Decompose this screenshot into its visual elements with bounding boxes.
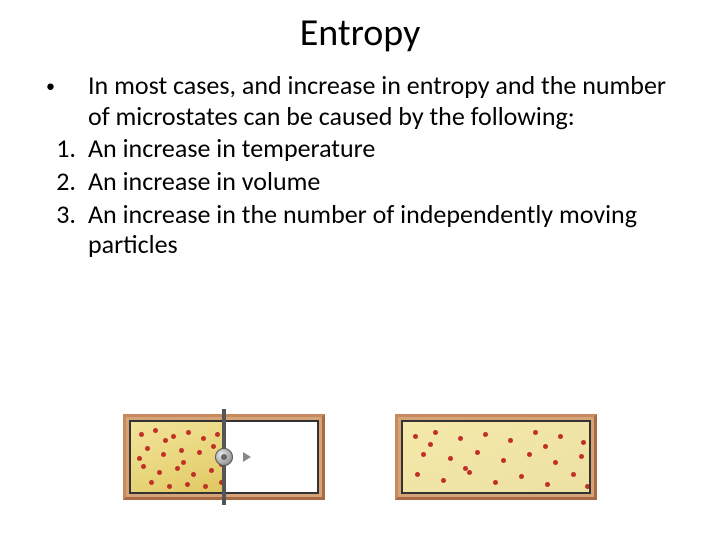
number-marker: 1. — [40, 133, 88, 164]
particle-dot — [139, 432, 144, 437]
particle-dot — [441, 478, 446, 483]
particle-dot — [543, 444, 548, 449]
particle-dot — [137, 456, 142, 461]
container-open — [395, 414, 597, 500]
particle-dot — [415, 472, 420, 477]
particle-dot — [181, 460, 186, 465]
particle-dot — [571, 472, 576, 477]
particle-dot — [201, 436, 206, 441]
particle-dot — [157, 470, 162, 475]
particle-dot — [467, 470, 472, 475]
particle-dot — [545, 482, 550, 487]
particle-dot — [493, 480, 498, 485]
particle-dot — [191, 472, 196, 477]
particle-dot — [185, 482, 190, 487]
particle-dot — [175, 466, 180, 471]
item-text: An increase in temperature — [88, 133, 680, 164]
particle-dot — [558, 434, 563, 439]
bullet-marker: • — [40, 70, 88, 131]
particle-dot — [421, 452, 426, 457]
particle-dot — [145, 446, 150, 451]
particle-dot — [433, 430, 438, 435]
particle-dot — [149, 480, 154, 485]
bullet-item: • In most cases, and increase in entropy… — [40, 70, 680, 131]
particle-dot — [458, 436, 463, 441]
particle-dot — [448, 456, 453, 461]
particle-dot — [428, 442, 433, 447]
particle-dot — [197, 450, 202, 455]
gas-chamber-left — [131, 422, 224, 492]
particle-dot — [161, 452, 166, 457]
number-marker: 2. — [40, 166, 88, 197]
particle-dot — [153, 428, 158, 433]
particle-dot — [141, 464, 146, 469]
valve-knob-icon — [215, 448, 233, 466]
particle-dot — [519, 474, 524, 479]
particle-dot — [203, 484, 208, 489]
box-open — [401, 420, 591, 494]
vacuum-chamber-right — [224, 422, 317, 492]
particle-dot — [508, 438, 513, 443]
particle-dot — [163, 438, 168, 443]
particle-dot — [475, 450, 480, 455]
container-closed — [123, 414, 325, 500]
item-text: An increase in the number of independent… — [88, 199, 680, 260]
particle-dot — [501, 458, 506, 463]
particle-dot — [179, 448, 184, 453]
numbered-item-2: 2. An increase in volume — [40, 166, 680, 197]
particle-dot — [171, 434, 176, 439]
slide-body: • In most cases, and increase in entropy… — [0, 70, 720, 260]
particle-dot — [527, 452, 532, 457]
particle-dot — [215, 432, 220, 437]
number-marker: 3. — [40, 199, 88, 260]
particle-dot — [581, 440, 586, 445]
particle-dot — [209, 468, 214, 473]
bullet-text: In most cases, and increase in entropy a… — [88, 70, 680, 131]
flow-arrow-icon — [243, 452, 251, 462]
particle-dot — [579, 454, 584, 459]
numbered-item-3: 3. An increase in the number of independ… — [40, 199, 680, 260]
particle-dot — [167, 484, 172, 489]
particle-dot — [211, 444, 216, 449]
numbered-item-1: 1. An increase in temperature — [40, 133, 680, 164]
diagram-row — [0, 414, 720, 500]
slide-title: Entropy — [0, 0, 720, 70]
particle-dot — [533, 430, 538, 435]
item-text: An increase in volume — [88, 166, 680, 197]
particle-dot — [553, 460, 558, 465]
particle-dot — [186, 430, 191, 435]
particle-dot — [483, 432, 488, 437]
gas-chamber-full — [403, 422, 589, 492]
particle-dot — [413, 434, 418, 439]
particle-dot — [585, 484, 590, 489]
particle-dot — [463, 466, 468, 471]
